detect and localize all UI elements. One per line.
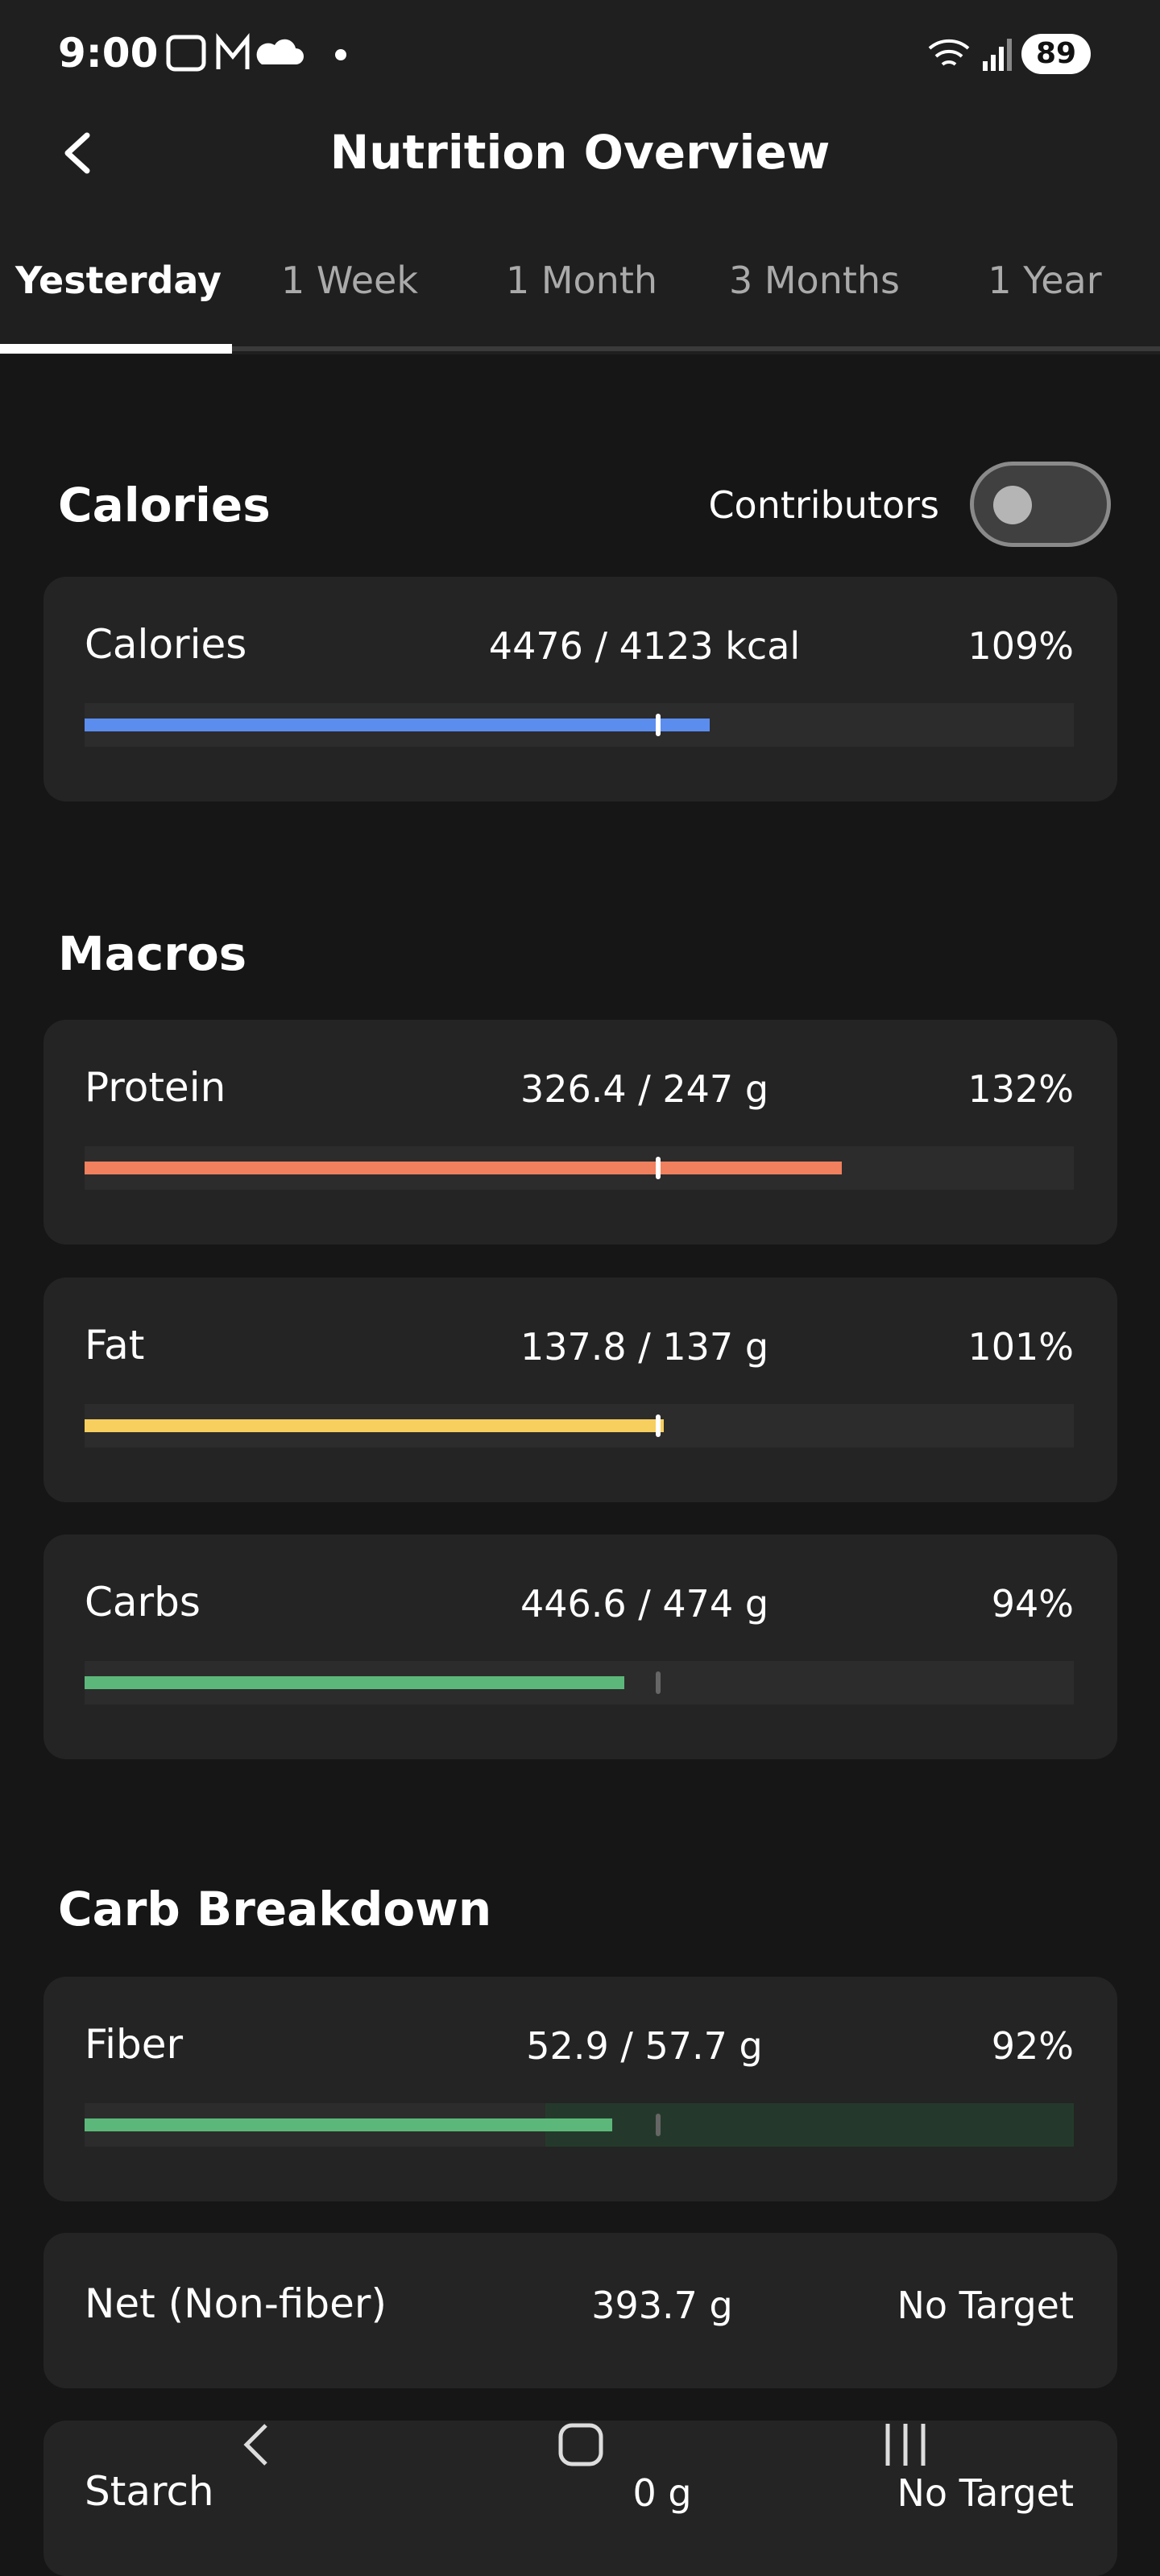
nutrient-name: Fiber [85, 2021, 184, 2068]
toggle-label: Contributors [708, 483, 939, 527]
target-marker [656, 1671, 661, 1694]
section-heading: Carb Breakdown [58, 1882, 492, 1936]
status-icons [166, 32, 346, 72]
nutrient-name: Protein [85, 1064, 226, 1111]
nutrient-percent: 109% [967, 624, 1074, 668]
status-time: 9:00 [58, 30, 159, 77]
progress-fill [85, 1419, 665, 1432]
nutrient-status: No Target [897, 2471, 1075, 2515]
nutrient-card [44, 2233, 1117, 2388]
tab-indicator [0, 344, 232, 354]
target-marker [656, 1414, 661, 1437]
nutrient-card [44, 1534, 1117, 1759]
nutrient-name: Fat [85, 1322, 145, 1369]
nutrient-percent: 94% [991, 1582, 1074, 1626]
top-bar [0, 0, 1160, 354]
nav-bar [243, 2423, 926, 2466]
nutrient-amount: 393.7 g [591, 2284, 733, 2327]
nutrient-amount: 137.8 / 137 g [520, 1325, 769, 1369]
section-heading: Calories [58, 478, 271, 532]
nutrient-amount: 4476 / 4123 kcal [488, 624, 801, 668]
nutrient-amount: 326.4 / 247 g [520, 1067, 769, 1111]
nutrient-card [44, 577, 1117, 801]
tab[interactable]: 1 Month [505, 259, 658, 302]
nutrient-status: No Target [897, 2284, 1075, 2327]
signal-icons [928, 39, 1012, 71]
toggle-switch[interactable] [970, 462, 1111, 547]
progress-track [85, 703, 1074, 747]
nutrient-amount: 0 g [632, 2471, 692, 2515]
tab-track [0, 346, 1160, 351]
progress-fill [85, 1676, 624, 1689]
nutrient-percent: 132% [967, 1067, 1074, 1111]
target-range [545, 2103, 1074, 2147]
page-title: Nutrition Overview [329, 125, 831, 180]
nutrient-name: Starch [85, 2468, 214, 2515]
nutrient-card [44, 1278, 1117, 1502]
nutrient-name: Calories [85, 621, 247, 668]
progress-fill [85, 2118, 613, 2131]
back-button[interactable] [58, 129, 98, 177]
progress-track [85, 1661, 1074, 1704]
tab[interactable]: 1 Year [988, 259, 1102, 302]
target-marker [656, 714, 661, 736]
progress-track [85, 2103, 1074, 2147]
tab[interactable]: 3 Months [728, 259, 901, 302]
tab[interactable]: 1 Week [281, 259, 418, 302]
progress-track [85, 1404, 1074, 1447]
tab[interactable]: Yesterday [14, 259, 222, 302]
progress-fill [85, 1162, 843, 1174]
progress-fill [85, 719, 710, 731]
nutrient-amount: 446.6 / 474 g [520, 1582, 769, 1626]
nutrient-card [44, 1020, 1117, 1245]
toggle-knob [993, 486, 1032, 524]
section-heading: Macros [58, 926, 247, 981]
target-marker [656, 1157, 661, 1179]
nutrient-percent: 101% [967, 1325, 1074, 1369]
nutrient-percent: 92% [991, 2024, 1074, 2068]
nutrient-name: Carbs [85, 1579, 201, 1626]
nutrient-amount: 52.9 / 57.7 g [526, 2024, 763, 2068]
progress-track [85, 1146, 1074, 1190]
nutrient-name: Net (Non-fiber) [85, 2280, 387, 2327]
battery: 89 [1021, 34, 1091, 74]
nutrient-card [44, 1977, 1117, 2201]
target-marker [656, 2114, 661, 2136]
